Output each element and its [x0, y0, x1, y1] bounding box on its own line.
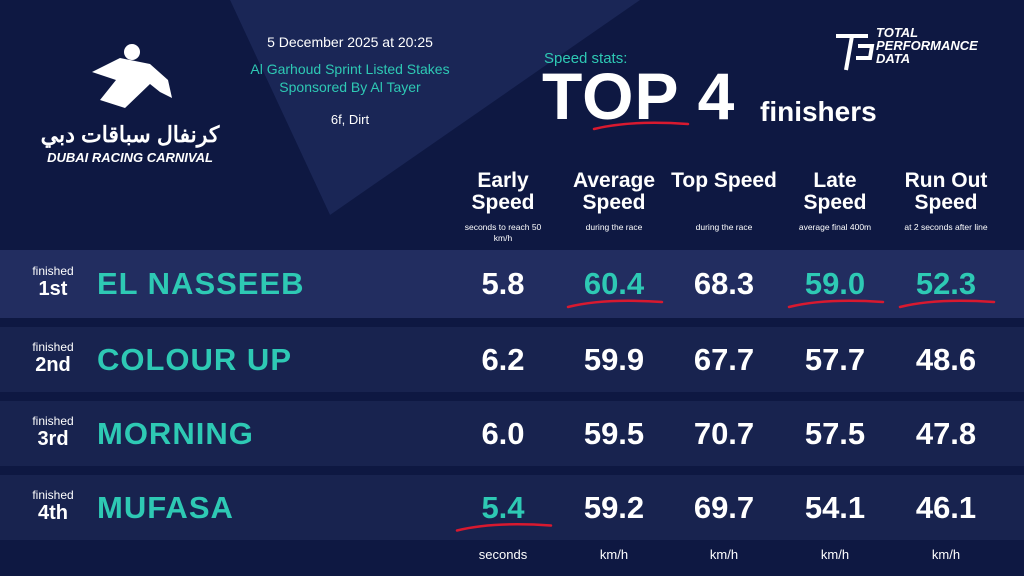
kicker: Speed stats: [544, 50, 628, 67]
column-note: during the race [695, 222, 753, 232]
provider-line: DATA [876, 51, 911, 66]
speed-value: 60.4 [583, 266, 645, 301]
speed-value: 59.2 [583, 489, 645, 525]
speed-value: 70.7 [693, 415, 755, 451]
speed-value: 67.7 [693, 341, 755, 377]
finish-label: finished [32, 264, 74, 278]
column-unit: km/h [599, 547, 629, 562]
speed-value: 52.3 [915, 266, 977, 301]
speed-value: 46.1 [915, 489, 977, 525]
row-band [0, 327, 1024, 392]
column-unit: km/h [709, 547, 739, 562]
column-title: Run Out Speed [904, 169, 988, 214]
column-unit: km/h [820, 547, 850, 562]
finish-label: finished [32, 339, 74, 354]
row-band [0, 250, 1024, 318]
column-note: during the race [585, 222, 643, 232]
speed-value: 69.7 [693, 489, 755, 525]
speed-value: 59.9 [583, 341, 645, 377]
column-note: seconds to reach 50 km/h [464, 222, 542, 243]
speed-value: 5.4 [481, 489, 525, 525]
column-title: Early Speed [471, 169, 535, 214]
column-title: Late Speed [803, 169, 867, 214]
best-underline [566, 299, 664, 309]
bg-triangle [230, 0, 640, 215]
row-band [0, 475, 1024, 540]
race-sponsor: Sponsored By Al Tayer [279, 79, 421, 95]
column-unit: km/h [931, 547, 961, 562]
column-note: average final 400m [798, 222, 872, 232]
best-underline [787, 299, 885, 309]
best-underline [455, 523, 553, 532]
provider-line: PERFORMANCE [876, 38, 978, 53]
finish-place: 3rd [37, 427, 69, 450]
title-underline [592, 121, 690, 131]
brand-name: DUBAI RACING CARNIVAL [47, 150, 213, 165]
finish-place: 4th [38, 501, 68, 524]
horse-name: MUFASA [97, 489, 234, 525]
provider-line: TOTAL [876, 25, 919, 40]
race-conditions: 6f, Dirt [330, 112, 370, 127]
race-datetime: 5 December 2025 at 20:25 [267, 34, 433, 50]
best-underline [898, 299, 996, 309]
title: TOP 4 [542, 59, 736, 133]
speed-value: 57.7 [804, 341, 866, 377]
column-unit: seconds [478, 547, 528, 562]
finish-place: 2nd [35, 353, 71, 376]
horse-name: MORNING [97, 415, 254, 451]
speed-value: 68.3 [693, 266, 755, 301]
arabic-name: كرنفال سباقات دبي [40, 122, 220, 147]
column-title: Top Speed [671, 169, 777, 192]
speed-value: 6.2 [481, 341, 525, 377]
speed-value: 47.8 [915, 415, 977, 451]
speed-value: 59.0 [804, 266, 866, 301]
column-title: Average Speed [572, 169, 656, 214]
horse-name: EL NASSEEB [97, 266, 305, 301]
finish-place: 1st [38, 278, 68, 300]
bg-panel [0, 0, 330, 215]
provider-logo [836, 34, 875, 71]
speed-value: 59.5 [583, 415, 645, 451]
finish-label: finished [32, 413, 74, 428]
horse-logo [92, 44, 172, 108]
column-note: at 2 seconds after line [904, 222, 988, 232]
speed-value: 54.1 [804, 489, 866, 525]
race-name: Al Garhoud Sprint Listed Stakes [250, 61, 450, 77]
speed-value: 48.6 [915, 341, 977, 377]
speed-value: 6.0 [481, 415, 525, 451]
finish-label: finished [32, 487, 74, 502]
speed-value: 57.5 [804, 415, 866, 451]
subtitle: finishers [760, 96, 877, 127]
speed-value: 5.8 [481, 266, 525, 301]
horse-name: COLOUR UP [97, 341, 292, 377]
row-band [0, 401, 1024, 466]
